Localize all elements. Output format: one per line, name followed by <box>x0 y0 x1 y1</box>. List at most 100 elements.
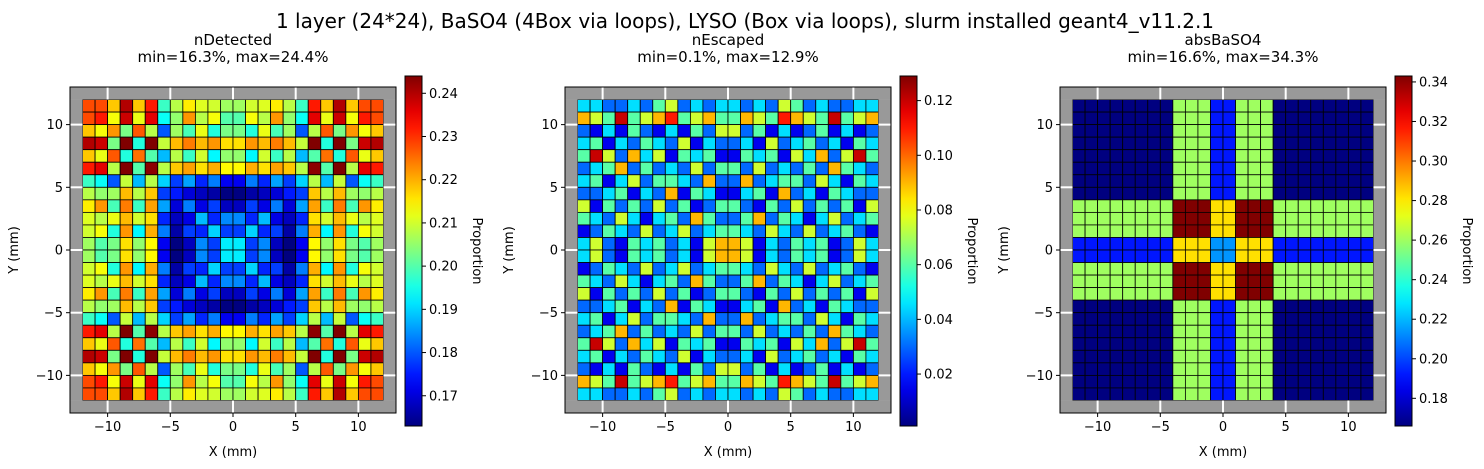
heatmap-cell <box>677 124 691 138</box>
y-tick-label: −5 <box>1034 306 1053 321</box>
y-axis-label: Y (mm) <box>502 226 517 275</box>
detector-frame <box>70 87 396 413</box>
heatmap-cell <box>257 287 272 301</box>
heatmap-cell <box>777 387 792 401</box>
heatmap-cell <box>627 186 641 201</box>
heatmap-cell <box>677 111 691 126</box>
heatmap-cell <box>307 186 322 201</box>
heatmap-cell <box>1147 111 1161 126</box>
heatmap-cell <box>865 224 879 238</box>
heatmap-cell <box>132 274 146 289</box>
heatmap-cell <box>614 136 629 151</box>
heatmap-cell <box>370 211 384 226</box>
heatmap-cell <box>169 299 184 314</box>
heatmap-cell <box>1097 299 1111 314</box>
heatmap-cell <box>627 174 641 188</box>
heatmap-cell <box>357 136 372 151</box>
heatmap-cell <box>169 312 184 326</box>
heatmap-cell <box>1197 237 1211 251</box>
heatmap-cell <box>1184 149 1199 163</box>
heatmap-cell <box>295 199 309 213</box>
x-tick-label: −5 <box>161 420 180 435</box>
heatmap-cell <box>1084 324 1099 339</box>
detector-frame <box>565 87 891 413</box>
heatmap-cell <box>865 161 879 176</box>
heatmap-cell <box>1134 299 1149 314</box>
heatmap-cell <box>1210 362 1224 376</box>
heatmap-cell <box>1134 387 1149 401</box>
heatmap-cell <box>1285 312 1299 326</box>
heatmap-cell <box>815 161 829 176</box>
heatmap-cell <box>1235 237 1249 251</box>
colorbar-tick-label: 0.23 <box>429 130 458 145</box>
heatmap-cell <box>1235 186 1249 201</box>
heatmap-cell <box>1285 362 1299 376</box>
detector-frame <box>1060 87 1386 413</box>
heatmap-cell <box>840 199 854 213</box>
heatmap-cell <box>777 337 792 351</box>
heatmap-cell <box>1310 287 1324 301</box>
heatmap-cell <box>1260 349 1274 364</box>
heatmap-cell <box>652 199 666 213</box>
heatmap-cell <box>169 262 184 276</box>
heatmap-cell <box>94 249 109 263</box>
heatmap-cell <box>357 211 372 226</box>
heatmap-cell <box>827 149 842 163</box>
heatmap-cell <box>1159 224 1174 238</box>
heatmap-cell <box>765 287 779 301</box>
heatmap-cell <box>320 174 334 188</box>
heatmap-cell <box>1360 287 1374 301</box>
heatmap-cell <box>639 199 654 213</box>
heatmap-cell <box>777 149 792 163</box>
heatmap-cell <box>1222 174 1236 188</box>
heatmap-cell <box>345 136 359 151</box>
heatmap-cell <box>715 374 729 389</box>
heatmap-cell <box>1184 99 1199 113</box>
heatmap-cell <box>664 287 679 301</box>
heatmap-cell <box>602 186 616 201</box>
heatmap-cell <box>1084 237 1099 251</box>
heatmap-cell <box>157 324 171 339</box>
heatmap-cell <box>245 149 259 163</box>
heatmap-cell <box>332 174 347 188</box>
heatmap-cell <box>752 262 767 276</box>
heatmap-cell <box>132 387 146 401</box>
heatmap-cell <box>765 249 779 263</box>
heatmap-cell <box>194 199 209 213</box>
heatmap-cell <box>1222 362 1236 376</box>
heatmap-cell <box>1335 211 1349 226</box>
heatmap-cell <box>627 237 641 251</box>
heatmap-cell <box>1159 136 1174 151</box>
heatmap-cell <box>577 249 591 263</box>
heatmap-cell <box>1147 237 1161 251</box>
heatmap-cell <box>1310 274 1324 289</box>
heatmap-cell <box>1109 287 1124 301</box>
heatmap-cell <box>144 299 159 314</box>
heatmap-cell <box>865 237 879 251</box>
heatmap-cell <box>1285 299 1299 314</box>
heatmap-cell <box>715 274 729 289</box>
heatmap-cell <box>589 111 604 126</box>
heatmap-cell <box>345 362 359 376</box>
heatmap-cell <box>1235 312 1249 326</box>
heatmap-cell <box>689 199 704 213</box>
heatmap-cell <box>157 374 171 389</box>
heatmap-cell <box>1235 174 1249 188</box>
heatmap-cell <box>1210 299 1224 314</box>
heatmap-cell <box>132 262 146 276</box>
heatmap-cell <box>1084 287 1099 301</box>
heatmap-cell <box>1360 161 1374 176</box>
heatmap-cell <box>589 149 604 163</box>
heatmap-cell <box>370 99 384 113</box>
heatmap-cell <box>1147 211 1161 226</box>
heatmap-cell <box>765 387 779 401</box>
heatmap-cell <box>639 374 654 389</box>
heatmap-cell <box>1122 274 1136 289</box>
heatmap-cell <box>169 186 184 201</box>
colorbar-label: Proportion <box>1459 217 1474 284</box>
heatmap-cell <box>1172 362 1186 376</box>
heatmap-cell <box>677 199 691 213</box>
heatmap-cell <box>1097 274 1111 289</box>
heatmap-cell <box>345 249 359 263</box>
heatmap-cell <box>577 111 591 126</box>
